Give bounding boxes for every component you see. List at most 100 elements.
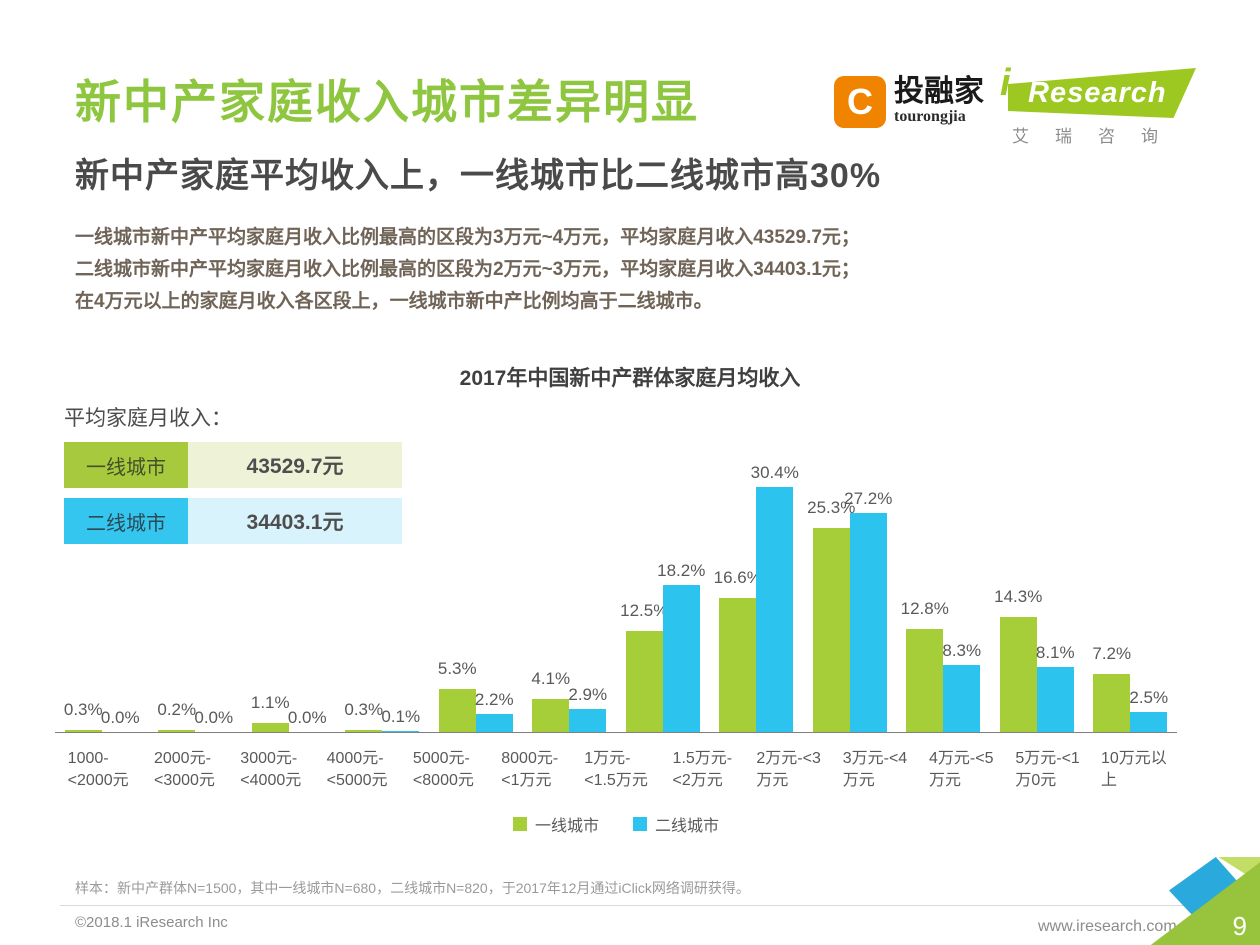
bar-pair: 12.5% 18.2% — [616, 485, 710, 732]
tier1-bar: 25.3% — [807, 498, 855, 732]
tourongjia-subname: tourongjia — [894, 108, 966, 125]
tier1-bar-rect — [251, 723, 289, 732]
copyright-text: ©2018.1 iResearch Inc — [75, 914, 228, 931]
website-text: www.iresearch.com.cn — [1037, 918, 1198, 935]
bar-value-label: 16.6% — [713, 568, 762, 587]
x-axis-category-label: 3000元- <4000元 — [240, 750, 302, 789]
legend-label: 二线城市 — [655, 818, 720, 835]
x-axis-category-label: 1.5万元- <2万元 — [672, 750, 733, 789]
sample-note: 样本：新中产群体N=1500，其中一线城市N=680，二线城市N=820，于20… — [75, 880, 750, 896]
bar-value-label: 0.2% — [157, 700, 197, 719]
bar-value-label: 12.8% — [900, 599, 949, 618]
tier1-bar-rect — [158, 730, 196, 732]
iresearch-i-icon: i — [1000, 62, 1011, 104]
bar-value-label: 25.3% — [807, 498, 856, 517]
tier2-bar-rect — [662, 585, 700, 732]
tourongjia-name: 投融家 — [894, 75, 984, 108]
tier2-bar: 8.1% — [1036, 643, 1075, 732]
x-axis-category-label: 10万元以上 — [1101, 750, 1167, 789]
tier2-bar: 0.1% — [381, 707, 420, 732]
tier1-bar-rect — [625, 631, 663, 732]
tier1-bar: 16.6% — [714, 568, 762, 732]
bar-value-label: 7.2% — [1092, 644, 1132, 663]
tier1-bar-rect — [1093, 674, 1131, 732]
summary-line: 二线城市新中产平均家庭月收入比例最高的区段为2万元~3万元，平均家庭月收入344… — [75, 259, 860, 280]
bar-value-label: 0.0% — [287, 708, 327, 727]
bar-value-label: 0.3% — [63, 700, 103, 719]
tier1-bar: 5.3% — [438, 659, 477, 732]
legend-item: 二线城市 — [633, 812, 719, 836]
bar-value-label: 8.3% — [942, 641, 982, 660]
bar-pair: 14.3% 8.1% — [990, 485, 1084, 732]
bar-value-label: 5.3% — [437, 659, 477, 678]
average-income-value: 34403.1元 — [188, 498, 402, 544]
average-income-table: 一线城市 43529.7元 二线城市 34403.1元 — [64, 442, 402, 554]
city-tier-label: 一线城市 — [64, 442, 188, 488]
summary-text: 一线城市新中产平均家庭月收入比例最高的区段为3万元~4万元，平均家庭月收入435… — [75, 222, 860, 318]
bar-pair: 25.3% 27.2% — [803, 485, 897, 732]
x-axis-category-label: 2万元-<3 万元 — [756, 750, 821, 789]
chart-legend: 一线城市 二线城市 — [55, 812, 1177, 836]
footer-divider — [60, 905, 1195, 906]
average-income-row: 一线城市 43529.7元 — [64, 442, 402, 488]
bar-value-label: 0.0% — [194, 708, 234, 727]
bar-pair: 0.2% 0.0% — [149, 485, 243, 732]
tier1-bar: 4.1% — [531, 669, 570, 732]
iresearch-logo: i Research 艾瑞咨询 — [998, 62, 1198, 146]
tier2-bar-rect — [569, 709, 607, 732]
x-axis-category-label: 5000元- <8000元 — [412, 750, 474, 789]
tier1-bar: 1.1% — [251, 693, 290, 732]
tier2-bar-rect — [943, 665, 981, 732]
logo-group: C 投融家 tourongjia i Research 艾瑞咨询 — [834, 62, 1198, 146]
page-subtitle: 新中产家庭平均收入上，一线城市比二线城市高30% — [75, 157, 882, 195]
bar-value-label: 18.2% — [657, 561, 706, 580]
tier2-bar-rect — [756, 487, 794, 732]
bar-pair: 7.2% 2.5% — [1084, 485, 1178, 732]
x-axis-labels: 1000- <2000元 2000元- <3000元 3000元- <4000元 4000元… — [55, 748, 1177, 792]
bar-pair: 0.3% 0.0% — [55, 485, 149, 732]
bar-value-label: 2.2% — [474, 690, 514, 709]
tier2-bar: 2.9% — [568, 685, 607, 732]
bar-value-label: 12.5% — [620, 601, 669, 620]
chart-title: 2017年中国新中产群体家庭月均收入 — [459, 367, 801, 390]
tier1-bar: 7.2% — [1092, 644, 1131, 732]
bar-pair: 0.3% 0.1% — [336, 485, 430, 732]
iresearch-flag: Research — [1008, 68, 1196, 118]
tier2-bar: 27.2% — [844, 489, 892, 732]
tier1-bar-rect — [906, 629, 944, 732]
bar-value-label: 1.1% — [250, 693, 290, 712]
x-axis-category-label: 1000- <2000元 — [67, 750, 129, 789]
tourongjia-icon: C — [834, 76, 886, 128]
legend-swatch-icon — [633, 817, 647, 831]
tier1-bar: 0.3% — [344, 700, 383, 732]
tier2-bar-rect — [475, 714, 513, 732]
tier1-bar-rect — [719, 598, 757, 732]
bar-value-label: 8.1% — [1035, 643, 1075, 662]
bar-pair: 16.6% 30.4% — [710, 463, 804, 732]
legend-label: 一线城市 — [534, 818, 599, 835]
tier2-bar: 18.2% — [657, 561, 705, 732]
x-axis-category-label: 1万元- <1.5万元 — [584, 750, 648, 789]
tier1-bar-rect — [999, 617, 1037, 732]
x-axis-category-label: 4万元-<5 万元 — [929, 750, 994, 789]
tier2-bar: 2.5% — [1129, 688, 1168, 732]
average-income-value: 43529.7元 — [188, 442, 402, 488]
tier1-bar: 0.2% — [157, 700, 196, 732]
tier2-bar: 8.3% — [942, 641, 981, 732]
bar-pair: 4.1% 2.9% — [523, 485, 617, 732]
tier2-bar-rect — [382, 731, 420, 732]
bar-pair: 12.8% 8.3% — [897, 485, 991, 732]
tier1-bar: 0.3% — [64, 700, 103, 732]
bar-pair: 5.3% 2.2% — [429, 485, 523, 732]
page-number: 9 — [1232, 911, 1247, 941]
tier1-bar: 12.5% — [620, 601, 668, 732]
city-tier-label: 二线城市 — [64, 498, 188, 544]
average-income-row: 二线城市 34403.1元 — [64, 498, 402, 544]
bar-value-label: 30.4% — [750, 463, 799, 482]
summary-line: 一线城市新中产平均家庭月收入比例最高的区段为3万元~4万元，平均家庭月收入435… — [75, 227, 860, 248]
x-axis-category-label: 2000元- <3000元 — [153, 750, 215, 789]
bar-value-label: 14.3% — [994, 587, 1043, 606]
x-axis-category-label: 3万元-<4 万元 — [842, 750, 908, 789]
x-axis-category-label: 5万元-<1 万0元 — [1015, 750, 1080, 789]
